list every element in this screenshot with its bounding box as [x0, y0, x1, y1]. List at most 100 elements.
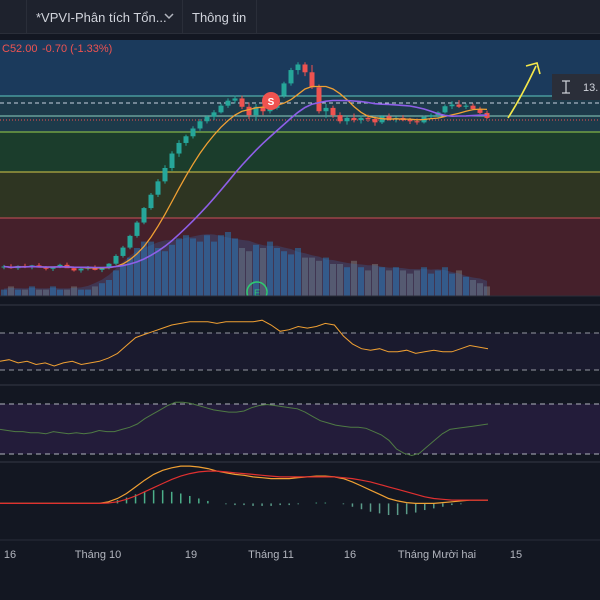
measure-badge[interactable] — [552, 74, 600, 100]
pane-gap — [0, 296, 600, 305]
tab-info[interactable]: Thông tin — [192, 0, 262, 34]
volume-bar — [155, 248, 161, 296]
candle — [428, 115, 434, 117]
event-label: E — [254, 288, 260, 298]
volume-bar — [477, 283, 483, 296]
candle — [43, 267, 49, 269]
candle — [176, 142, 182, 154]
osc-band — [0, 404, 600, 454]
legend-close: C52.00 — [2, 43, 37, 55]
candle — [120, 247, 126, 256]
candle — [295, 64, 301, 71]
rsi-band — [0, 333, 600, 370]
candle — [470, 105, 476, 110]
volume-bar — [50, 286, 56, 296]
volume-bar — [225, 232, 231, 296]
candle — [323, 107, 329, 112]
volume-bar — [99, 283, 105, 296]
trend-arrow[interactable] — [507, 65, 537, 119]
chart-area[interactable]: C52.00 -0.70 (-1.33%) 13. S E 16 Tháng 10… — [0, 34, 600, 600]
volume-bar — [302, 257, 308, 296]
tab-divider — [256, 0, 257, 34]
volume-bar — [442, 267, 448, 296]
tab-divider — [182, 0, 183, 34]
ma-slow-line — [3, 99, 487, 269]
candle — [106, 263, 112, 269]
candle — [330, 107, 336, 116]
macd-line — [0, 465, 488, 504]
volume-bar — [407, 273, 413, 296]
time-axis-label: Tháng Mười hai — [398, 549, 476, 561]
zone-green — [0, 132, 600, 172]
candle — [113, 255, 119, 264]
volume-bar — [421, 267, 427, 296]
candle — [260, 106, 266, 112]
candle — [407, 120, 413, 122]
candle — [211, 112, 217, 117]
volume-bar — [134, 248, 140, 296]
candle — [463, 105, 469, 107]
candle — [309, 72, 315, 88]
time-axis[interactable] — [0, 540, 600, 600]
time-axis-label: 15 — [510, 549, 522, 561]
candle — [288, 70, 294, 84]
zone-teal — [0, 96, 600, 132]
volume-bar — [113, 270, 119, 296]
volume-bar — [435, 270, 441, 296]
volume-bar — [456, 270, 462, 296]
volume-bar — [428, 273, 434, 296]
volume-bar — [162, 251, 168, 296]
volume-bar — [29, 286, 35, 296]
signal-line — [0, 470, 488, 504]
volume-bar — [288, 254, 294, 296]
legend-change: -0.70 (-1.33%) — [42, 43, 112, 55]
volume-bar — [470, 280, 476, 296]
candle — [141, 208, 147, 223]
osc-line — [0, 401, 489, 457]
volume-bar — [183, 235, 189, 296]
candle — [204, 116, 210, 122]
volume-bar — [71, 286, 77, 296]
candle — [281, 83, 287, 96]
rsi-line — [0, 319, 489, 367]
volume-bar — [127, 257, 133, 296]
volume-bar — [484, 286, 490, 296]
volume-bar — [218, 235, 224, 296]
time-axis-label: Tháng 11 — [248, 549, 294, 561]
volume-bar — [15, 289, 21, 296]
candle — [449, 104, 455, 107]
volume-bar — [274, 248, 280, 296]
volume-bar — [64, 289, 70, 296]
volume-bar — [246, 251, 252, 296]
candle — [134, 222, 140, 236]
volume-bar — [309, 257, 315, 296]
volume-bar — [57, 289, 63, 296]
candle — [225, 100, 231, 106]
macd-histogram — [107, 490, 462, 516]
candle — [155, 181, 161, 195]
candle — [358, 117, 364, 121]
sell-signal-label: S — [268, 97, 275, 108]
tab-layout[interactable]: *VPVI-Phân tích Tổn... — [36, 0, 184, 34]
volume-bar — [78, 289, 84, 296]
candle — [57, 264, 63, 267]
volume-bars — [1, 232, 490, 296]
candle — [190, 128, 196, 137]
candle — [442, 106, 448, 113]
chevron-down-icon[interactable] — [162, 9, 176, 23]
candle — [456, 104, 462, 107]
candle — [246, 106, 252, 116]
volume-bar — [330, 264, 336, 296]
time-axis-label: 16 — [4, 549, 16, 561]
volume-bar — [351, 260, 357, 296]
sell-signal-icon[interactable] — [262, 92, 280, 110]
volume-bar — [36, 289, 42, 296]
volume-bar — [148, 241, 154, 296]
candle — [183, 136, 189, 143]
candle — [386, 116, 392, 120]
candle — [372, 119, 378, 123]
volume-bar — [85, 289, 91, 296]
volume-bar — [414, 270, 420, 296]
candle — [197, 121, 203, 129]
volume-bar — [358, 267, 364, 296]
